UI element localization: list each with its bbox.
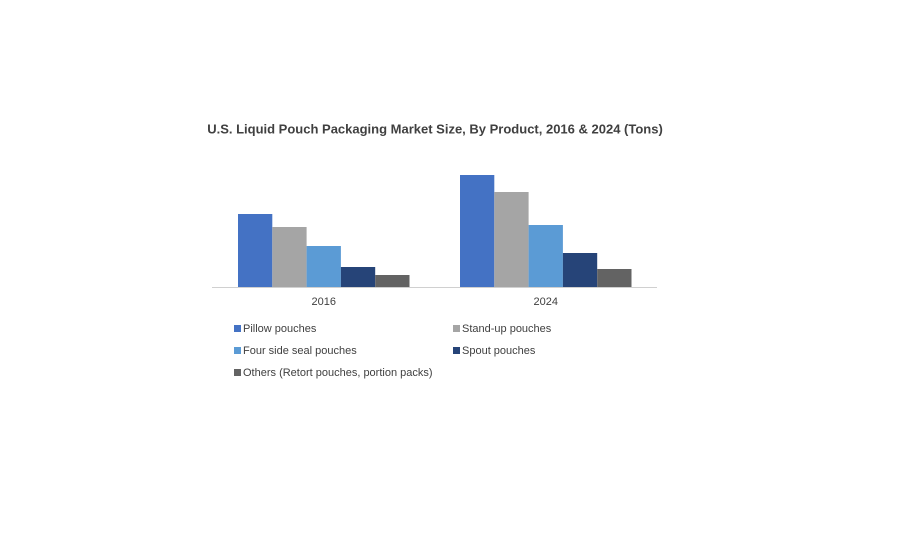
- bar: [238, 214, 273, 287]
- bar: [272, 227, 307, 287]
- bar: [562, 253, 598, 287]
- legend-swatch: [453, 347, 460, 354]
- legend-swatch: [234, 347, 241, 354]
- legend-label: Four side seal pouches: [243, 345, 357, 357]
- legend-label: Stand-up pouches: [462, 323, 552, 335]
- bar: [597, 269, 632, 287]
- legend-swatch: [234, 325, 241, 332]
- legend-label: Spout pouches: [462, 345, 536, 357]
- legend-swatch: [234, 369, 241, 376]
- legend-label: Others (Retort pouches, portion packs): [243, 367, 433, 379]
- bar: [340, 267, 376, 287]
- chart-title: U.S. Liquid Pouch Packaging Market Size,…: [207, 121, 663, 136]
- bar: [306, 246, 341, 287]
- x-tick-label: 2016: [312, 296, 336, 308]
- bar: [460, 175, 495, 287]
- legend-label: Pillow pouches: [243, 323, 317, 335]
- bar: [375, 275, 410, 287]
- legend-swatch: [453, 325, 460, 332]
- bar: [494, 192, 529, 287]
- x-tick-label: 2024: [534, 296, 558, 308]
- bar: [528, 225, 563, 287]
